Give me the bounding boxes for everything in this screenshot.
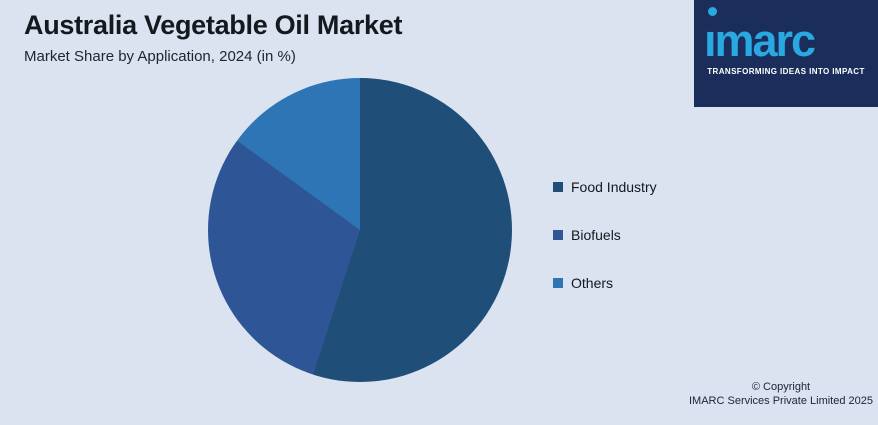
header: Australia Vegetable Oil Market Market Sh…	[24, 10, 402, 65]
legend-item: Food Industry	[553, 178, 657, 195]
copyright: © Copyright IMARC Services Private Limit…	[684, 381, 878, 408]
pie-chart	[208, 78, 512, 382]
imarc-logo-dot-icon	[708, 7, 717, 16]
imarc-logo: ımarc	[704, 15, 816, 66]
page-subtitle: Market Share by Application, 2024 (in %)	[24, 48, 296, 66]
page-title: Australia Vegetable Oil Market	[24, 10, 403, 40]
legend-swatch	[553, 277, 563, 288]
brand-tagline: TRANSFORMING IDEAS INTO IMPACT	[707, 67, 865, 76]
legend: Food Industry Biofuels Others	[553, 178, 657, 291]
legend-label: Others	[571, 274, 614, 291]
copyright-line1: © Copyright	[751, 381, 811, 393]
legend-label: Biofuels	[571, 226, 621, 243]
legend-item: Others	[553, 274, 657, 291]
legend-item: Biofuels	[553, 226, 657, 243]
legend-swatch	[553, 229, 563, 240]
legend-label: Food Industry	[571, 178, 657, 195]
copyright-line2: IMARC Services Private Limited 2025	[688, 394, 873, 407]
brand-panel: ımarc TRANSFORMING IDEAS INTO IMPACT	[694, 0, 878, 107]
legend-swatch	[553, 181, 563, 192]
